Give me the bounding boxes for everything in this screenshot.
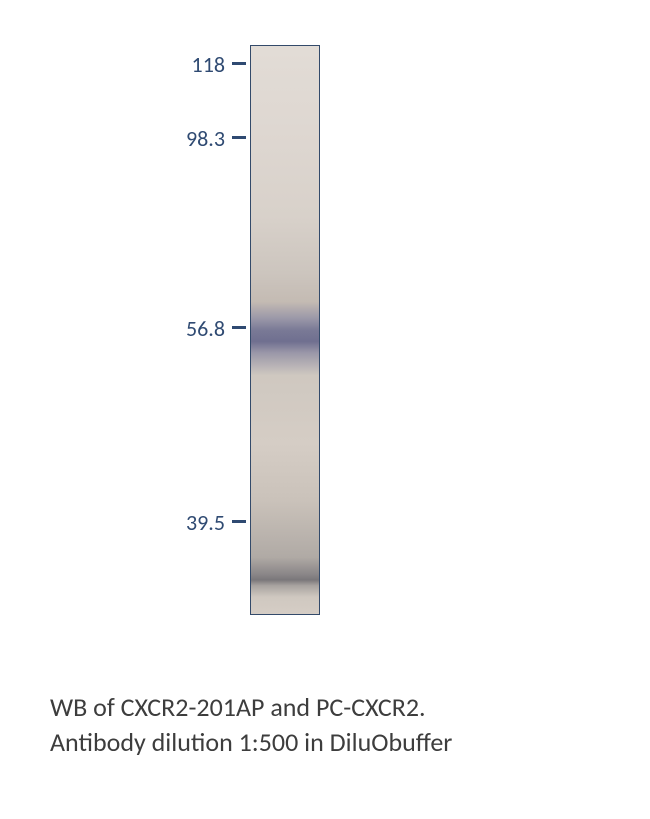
marker-label-98: 98.3 — [186, 125, 225, 152]
marker-label-39: 39.5 — [186, 509, 225, 536]
western-blot-figure: 118 98.3 56.8 39.5 — [120, 45, 420, 645]
marker-label-56: 56.8 — [186, 315, 225, 342]
marker-tick-39 — [232, 520, 246, 523]
figure-caption: WB of CXCR2-201AP and PC-CXCR2. Antibody… — [50, 690, 610, 760]
marker-tick-118 — [232, 62, 246, 65]
marker-tick-56 — [232, 326, 246, 329]
blot-lane — [250, 45, 320, 615]
marker-label-118: 118 — [192, 51, 225, 78]
marker-tick-98 — [232, 136, 246, 139]
caption-line-1: WB of CXCR2-201AP and PC-CXCR2. — [50, 690, 610, 725]
caption-line-2: Antibody dilution 1:500 in DiluObuffer — [50, 725, 610, 760]
